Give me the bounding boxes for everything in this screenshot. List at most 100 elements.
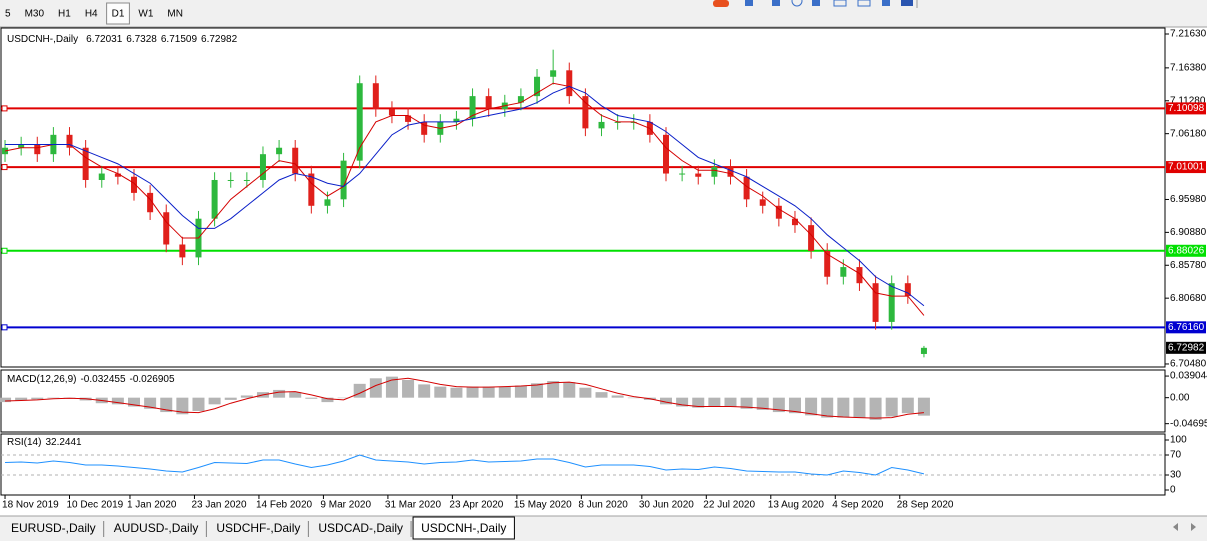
scroll-right[interactable]	[1191, 523, 1196, 531]
histogram-bar	[531, 383, 544, 398]
candle-body	[324, 199, 331, 206]
histogram-bar	[692, 397, 705, 408]
x-tick-label: 1 Jan 2020	[127, 500, 177, 511]
histogram-bar	[482, 386, 495, 398]
level-label: 6.76160	[1168, 322, 1205, 333]
histogram-bar	[15, 397, 28, 401]
histogram-bar	[144, 397, 157, 409]
x-tick-label: 15 May 2020	[514, 500, 572, 511]
timeframe-button[interactable]: MN	[162, 3, 188, 24]
scroll-left[interactable]	[1173, 523, 1178, 531]
x-tick-label: 4 Sep 2020	[832, 500, 884, 511]
symbol-tab[interactable]: USDCNH-,Daily	[412, 516, 515, 540]
candle-body	[711, 167, 718, 177]
histogram-bar	[611, 395, 624, 398]
histogram-bar	[740, 397, 753, 409]
candle-body	[259, 154, 266, 180]
candle-body	[582, 96, 589, 129]
histogram-bar	[466, 386, 479, 398]
timeframe-button[interactable]: M30	[19, 3, 50, 24]
timeframe-label[interactable]: W1	[138, 9, 153, 20]
candle-body	[840, 267, 847, 277]
timeframe-frame[interactable]	[133, 3, 159, 24]
x-tick-label: 10 Dec 2019	[67, 500, 124, 511]
timeframe-label[interactable]: H1	[58, 9, 71, 20]
tab-frame[interactable]	[310, 519, 412, 538]
x-tick-label: 8 Jun 2020	[578, 500, 628, 511]
histogram-bar	[160, 397, 173, 413]
candle-body	[227, 179, 234, 181]
indicator-line	[5, 377, 924, 419]
candle-body	[18, 144, 25, 148]
icon	[833, 0, 847, 7]
last-open: 6.72031	[86, 34, 123, 45]
symbol-tab[interactable]: AUDUSD-,Daily	[105, 519, 207, 538]
histogram-bar	[305, 397, 318, 399]
tab-label[interactable]: USDCHF-,Daily	[216, 521, 300, 535]
candle-body	[372, 83, 379, 110]
candle-body	[534, 76, 541, 97]
tab-label[interactable]: USDCNH-,Daily	[421, 521, 506, 535]
timeframe-label[interactable]: M30	[25, 9, 45, 20]
timeframe-button[interactable]: D1	[106, 2, 130, 25]
last-high: 6.7328	[126, 34, 157, 45]
timeframe-frame[interactable]	[53, 3, 76, 24]
histogram-bar	[369, 378, 382, 398]
timeframe-frame[interactable]	[106, 2, 130, 25]
y-tick-label: 7.06180	[1170, 128, 1207, 139]
tab-frame[interactable]	[412, 516, 515, 540]
candle-body	[308, 173, 315, 206]
rsi-header: RSI(14) 32.2441	[7, 437, 82, 448]
candle-body	[598, 121, 605, 129]
candle-body	[791, 218, 798, 226]
plots: 7.21630 7.16380 7.11280 7.06180 6.95980 6.908…	[0, 29, 1207, 511]
symbol-tab[interactable]: USDCHF-,Daily	[208, 519, 309, 538]
tab-frame[interactable]	[208, 519, 309, 538]
candle-body	[888, 283, 895, 322]
timeframe-frame[interactable]	[79, 3, 103, 24]
timeframe-button[interactable]: H4	[79, 3, 103, 24]
timeframe-frame[interactable]	[0, 3, 16, 24]
y-tick-label: 6.95980	[1170, 194, 1207, 205]
tab-label[interactable]: EURUSD-,Daily	[11, 521, 96, 535]
histogram-bar	[708, 397, 721, 407]
timeframe-button[interactable]: H1	[53, 3, 76, 24]
y-tick-label: 6.85780	[1170, 260, 1207, 271]
icon	[791, 0, 803, 7]
main-panel	[0, 27, 1166, 368]
y-tick-label: 0.00	[1170, 392, 1190, 403]
tab-frame[interactable]	[105, 519, 207, 538]
timeframe-button[interactable]: W1	[133, 3, 159, 24]
macd-panel	[0, 369, 1166, 433]
symbol-tab[interactable]: USDCAD-,Daily	[310, 519, 412, 538]
y-tick-label: 0	[1170, 485, 1176, 496]
histogram-bar	[128, 397, 140, 407]
timeframe-button[interactable]: 5	[0, 3, 16, 24]
level-anchor	[1, 105, 8, 112]
candle-body	[775, 205, 782, 219]
timeframe-label[interactable]: D1	[112, 9, 125, 20]
tab-label[interactable]: USDCAD-,Daily	[318, 521, 403, 535]
timeframe-frame[interactable]	[19, 3, 50, 24]
toolbar	[0, 0, 1207, 27]
tab-frame[interactable]	[3, 519, 104, 538]
x-tick-label: 22 Jul 2020	[703, 500, 755, 511]
candle-body	[66, 134, 73, 148]
timeframe-label[interactable]: 5	[5, 9, 11, 20]
icon	[812, 0, 820, 6]
symbol-tab[interactable]: EURUSD-,Daily	[3, 519, 105, 538]
histogram-bar	[418, 384, 431, 398]
histogram-bar	[853, 397, 866, 418]
candle-body	[743, 176, 750, 200]
level-label-box	[1166, 244, 1206, 257]
timeframe-label[interactable]: MN	[167, 9, 183, 20]
timeframe-label[interactable]: H4	[85, 9, 98, 20]
timeframe-frame[interactable]	[162, 3, 188, 24]
last-close: 6.72982	[201, 34, 238, 45]
tab-label[interactable]: AUDUSD-,Daily	[114, 521, 199, 535]
histogram-bar	[273, 389, 286, 398]
main-header: USDCNH-,Daily 6.72031 6.7328 6.71509 6.72982	[7, 34, 238, 45]
toolbar-icons	[713, 0, 918, 8]
level-label-box	[1166, 161, 1206, 174]
